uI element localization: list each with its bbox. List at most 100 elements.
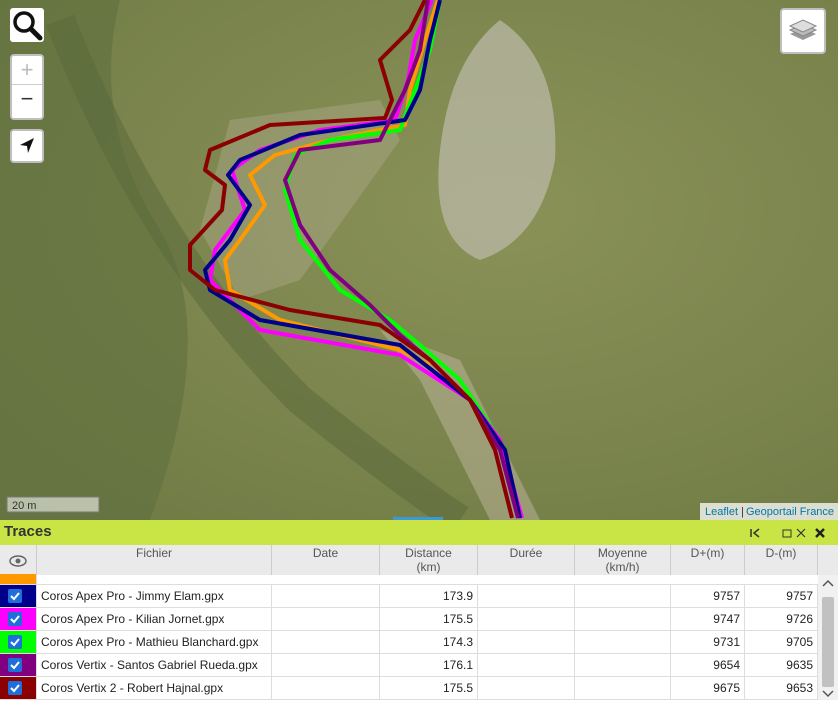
row-partial <box>0 574 818 585</box>
file-name: Coros Apex Pro - Jimmy Elam.gpx <box>37 585 272 607</box>
search-button[interactable] <box>10 8 44 42</box>
attribution-leaflet[interactable]: Leaflet <box>705 506 738 518</box>
close-button[interactable] <box>815 528 825 538</box>
collapse-button[interactable] <box>750 528 760 538</box>
checkbox[interactable] <box>2 677 30 699</box>
zoom-in[interactable]: + <box>20 57 34 82</box>
duration <box>478 585 575 607</box>
d-minus: 9757 <box>745 585 818 607</box>
color-swatch <box>0 631 37 653</box>
search-icon <box>13 11 43 41</box>
d-plus: 9731 <box>671 631 745 653</box>
d-minus: 9726 <box>745 608 818 630</box>
date <box>272 677 380 699</box>
scrollbar[interactable] <box>818 575 838 700</box>
checkmark <box>10 638 20 647</box>
column-unit: (km/h) <box>605 560 640 574</box>
file-name: Coros Apex Pro - Kilian Jornet.gpx <box>37 608 272 630</box>
stream <box>46 14 469 520</box>
zoom-out[interactable]: − <box>20 86 34 111</box>
distance: 173.9 <box>380 585 478 607</box>
column-header[interactable]: Fichier <box>37 545 272 575</box>
column-label: Moyenne <box>597 546 648 560</box>
file-name: Coros Vertix - Santos Gabriel Rueda.gpx <box>37 654 272 676</box>
checkbox[interactable] <box>2 608 30 630</box>
checkbox-box <box>8 635 22 649</box>
average <box>575 585 671 607</box>
track <box>223 0 440 367</box>
locate-icon <box>20 138 34 153</box>
column-header[interactable]: Date <box>272 545 380 575</box>
file-name: Coros Vertix 2 - Robert Hajnal.gpx <box>37 677 272 699</box>
track <box>188 0 514 519</box>
row: Coros Vertix 2 - Robert Hajnal.gpx 175.5 9… <box>0 677 818 700</box>
track <box>283 0 522 519</box>
row: Coros Apex Pro - Mathieu Blanchard.gpx 17… <box>0 631 818 654</box>
d-minus: 9705 <box>745 631 818 653</box>
divider <box>12 84 42 85</box>
checkbox[interactable] <box>2 654 30 676</box>
scale-label: 20 m <box>12 500 36 512</box>
column-label: Fichier <box>135 546 172 560</box>
distance: 175.5 <box>380 677 478 699</box>
distance: 175.5 <box>380 608 478 630</box>
map: 20 m Leaflet | Geoportail France <box>0 0 838 520</box>
color-swatch <box>0 574 37 584</box>
checkmark <box>10 615 20 624</box>
average <box>575 654 671 676</box>
row: Coros Vertix - Santos Gabriel Rueda.gpx 1… <box>0 654 818 677</box>
color-swatch <box>0 585 37 607</box>
terrain <box>0 0 188 520</box>
checkbox-box <box>8 589 22 603</box>
locate-button[interactable] <box>10 129 44 163</box>
panel-title: Traces <box>4 523 52 540</box>
d-plus: 9654 <box>671 654 745 676</box>
layers-button[interactable] <box>780 8 826 54</box>
column-header[interactable]: D-(m) <box>745 545 818 575</box>
column-unit: (km) <box>416 560 441 574</box>
color-swatch <box>0 654 37 676</box>
restore-button[interactable] <box>782 529 792 538</box>
duration <box>478 608 575 630</box>
column-header[interactable]: Durée <box>478 545 575 575</box>
column-label: Distance <box>405 546 452 560</box>
layers-icon <box>788 19 818 40</box>
d-minus: 9635 <box>745 654 818 676</box>
column-header[interactable]: D+(m) <box>671 545 745 575</box>
distance: 174.3 <box>380 631 478 653</box>
header-corner <box>818 545 838 575</box>
checkbox[interactable] <box>2 585 30 607</box>
date <box>272 608 380 630</box>
attribution-box <box>700 503 838 520</box>
checkbox-box <box>8 658 22 672</box>
file-name: Coros Apex Pro - Mathieu Blanchard.gpx <box>37 631 272 653</box>
row: Coros Apex Pro - Kilian Jornet.gpx 175.5 9… <box>0 608 818 631</box>
expand-button[interactable] <box>796 528 806 538</box>
average <box>575 631 671 653</box>
attribution-provider[interactable]: Geoportail France <box>746 506 834 518</box>
track <box>203 0 522 519</box>
color-swatch <box>0 608 37 630</box>
duration <box>478 677 575 699</box>
scale-bar <box>6 496 100 513</box>
column-header[interactable]: Moyenne (km/h) <box>575 545 671 575</box>
scree <box>200 100 400 300</box>
zoom-control: + − <box>10 54 44 120</box>
duration <box>478 631 575 653</box>
d-minus: 9653 <box>745 677 818 699</box>
checkbox-box <box>8 612 22 626</box>
checkbox[interactable] <box>2 631 30 653</box>
d-plus: 9747 <box>671 608 745 630</box>
visibility-header[interactable] <box>0 545 37 575</box>
panel-tools <box>750 528 825 538</box>
rocks <box>438 20 556 260</box>
resize-handle[interactable] <box>393 517 443 520</box>
attribution-separator: | <box>741 506 744 518</box>
d-plus: 9757 <box>671 585 745 607</box>
date <box>272 654 380 676</box>
column-header[interactable]: Distance (km) <box>380 545 478 575</box>
date <box>272 631 380 653</box>
average <box>575 677 671 699</box>
checkmark <box>10 592 20 601</box>
